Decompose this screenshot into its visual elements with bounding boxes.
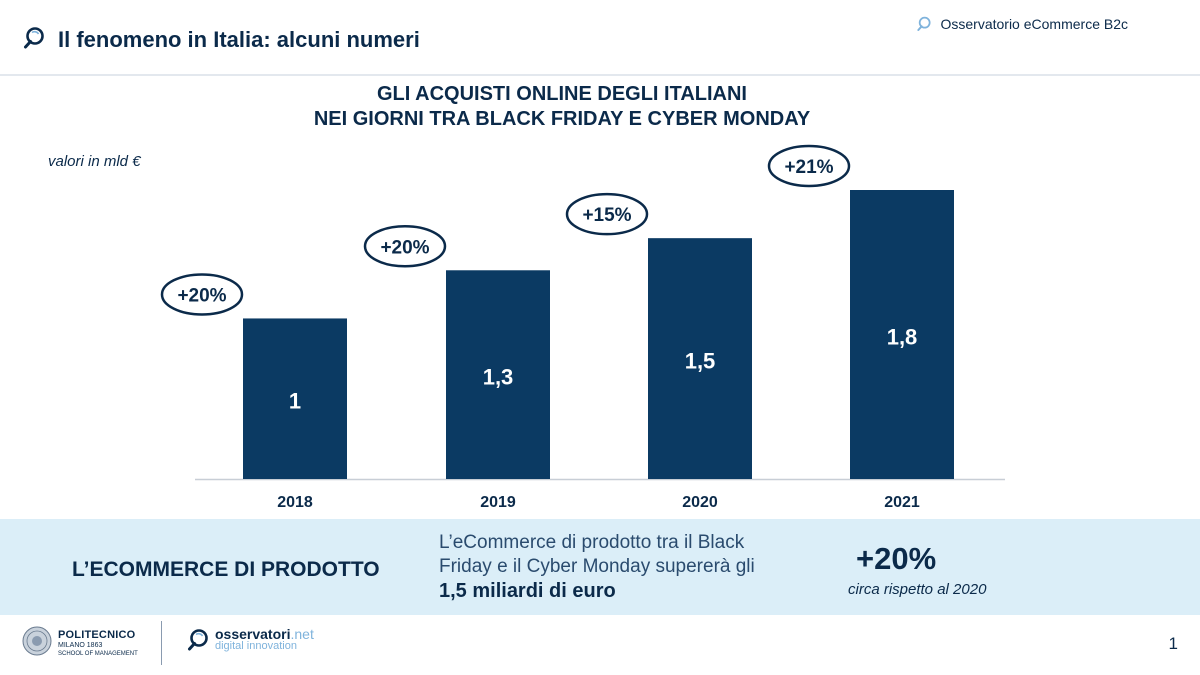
growth-label: +15% [582,205,631,226]
x-tick-label: 2020 [682,494,718,511]
politecnico-school: SCHOOL OF MANAGEMENT [58,651,138,657]
magnifier-icon [188,629,208,651]
bar-2019 [446,270,550,479]
band-percentage-note: circa rispetto al 2020 [848,581,987,598]
band-text-line-2: Friday e il Cyber Monday supererà gli [439,556,755,577]
osservatori-name-main: osservatori [215,626,291,642]
bar-2018 [243,318,347,479]
growth-badge [767,144,851,188]
magnifier-icon [24,27,44,49]
band-percentage: +20% [856,541,937,576]
x-tick-label: 2019 [480,494,516,511]
growth-badge [565,192,649,236]
header-divider [0,74,1200,76]
footer-divider [161,621,162,665]
chart-title: GLI ACQUISTI ONLINE DEGLI ITALIANI NEI G… [0,82,1124,132]
brand-header: Osservatorio eCommerce B2c [916,16,1128,32]
growth-label: +21% [784,157,833,178]
x-tick-label: 2021 [884,494,920,511]
magnifier-icon [917,16,932,31]
growth-badge [363,225,447,268]
bar-chart: 1 2018 +20% 1,3 2019 +20% 1,5 2020 +15% 1,8 2021 +2… [160,144,1005,511]
chart-title-line-1: GLI ACQUISTI ONLINE DEGLI ITALIANI [377,83,747,105]
growth-badge [160,273,244,316]
osservatori-subtitle: digital innovation [215,640,297,652]
bar-value-label: 1 [289,389,301,414]
bar-value-label: 1,5 [685,349,716,374]
osservatori-name: osservatori.net [215,626,314,642]
bar-2021 [850,190,954,479]
chart-title-line-2: NEI GIORNI TRA BLACK FRIDAY E CYBER MOND… [313,108,811,130]
growth-label: +20% [380,237,429,258]
bar-2020 [648,238,752,479]
brand-name: Osservatorio eCommerce B2c [940,16,1128,32]
bar-value-label: 1,3 [483,365,514,390]
page-title: Il fenomeno in Italia: alcuni numeri [58,27,420,52]
page-number: 1 [1168,634,1178,653]
unit-label: valori in mld € [48,153,141,170]
politecnico-city: MILANO 1863 [58,642,103,649]
info-band: L’ECOMMERCE DI PRODOTTO L’eCommerce di p… [0,519,1200,615]
bar-value-label: 1,8 [887,325,918,350]
band-text-strong: 1,5 miliardi di euro [439,580,616,602]
band-text-line-1: L’eCommerce di prodotto tra il Black [439,532,745,553]
politecnico-seal-icon [22,626,52,656]
osservatori-name-tld: .net [290,626,314,642]
politecnico-name: POLITECNICO [58,629,136,641]
band-text: L’eCommerce di prodotto tra il Black Fri… [439,531,819,603]
band-label: L’ECOMMERCE DI PRODOTTO [72,558,380,581]
x-tick-label: 2018 [277,494,313,511]
growth-label: +20% [177,285,226,306]
